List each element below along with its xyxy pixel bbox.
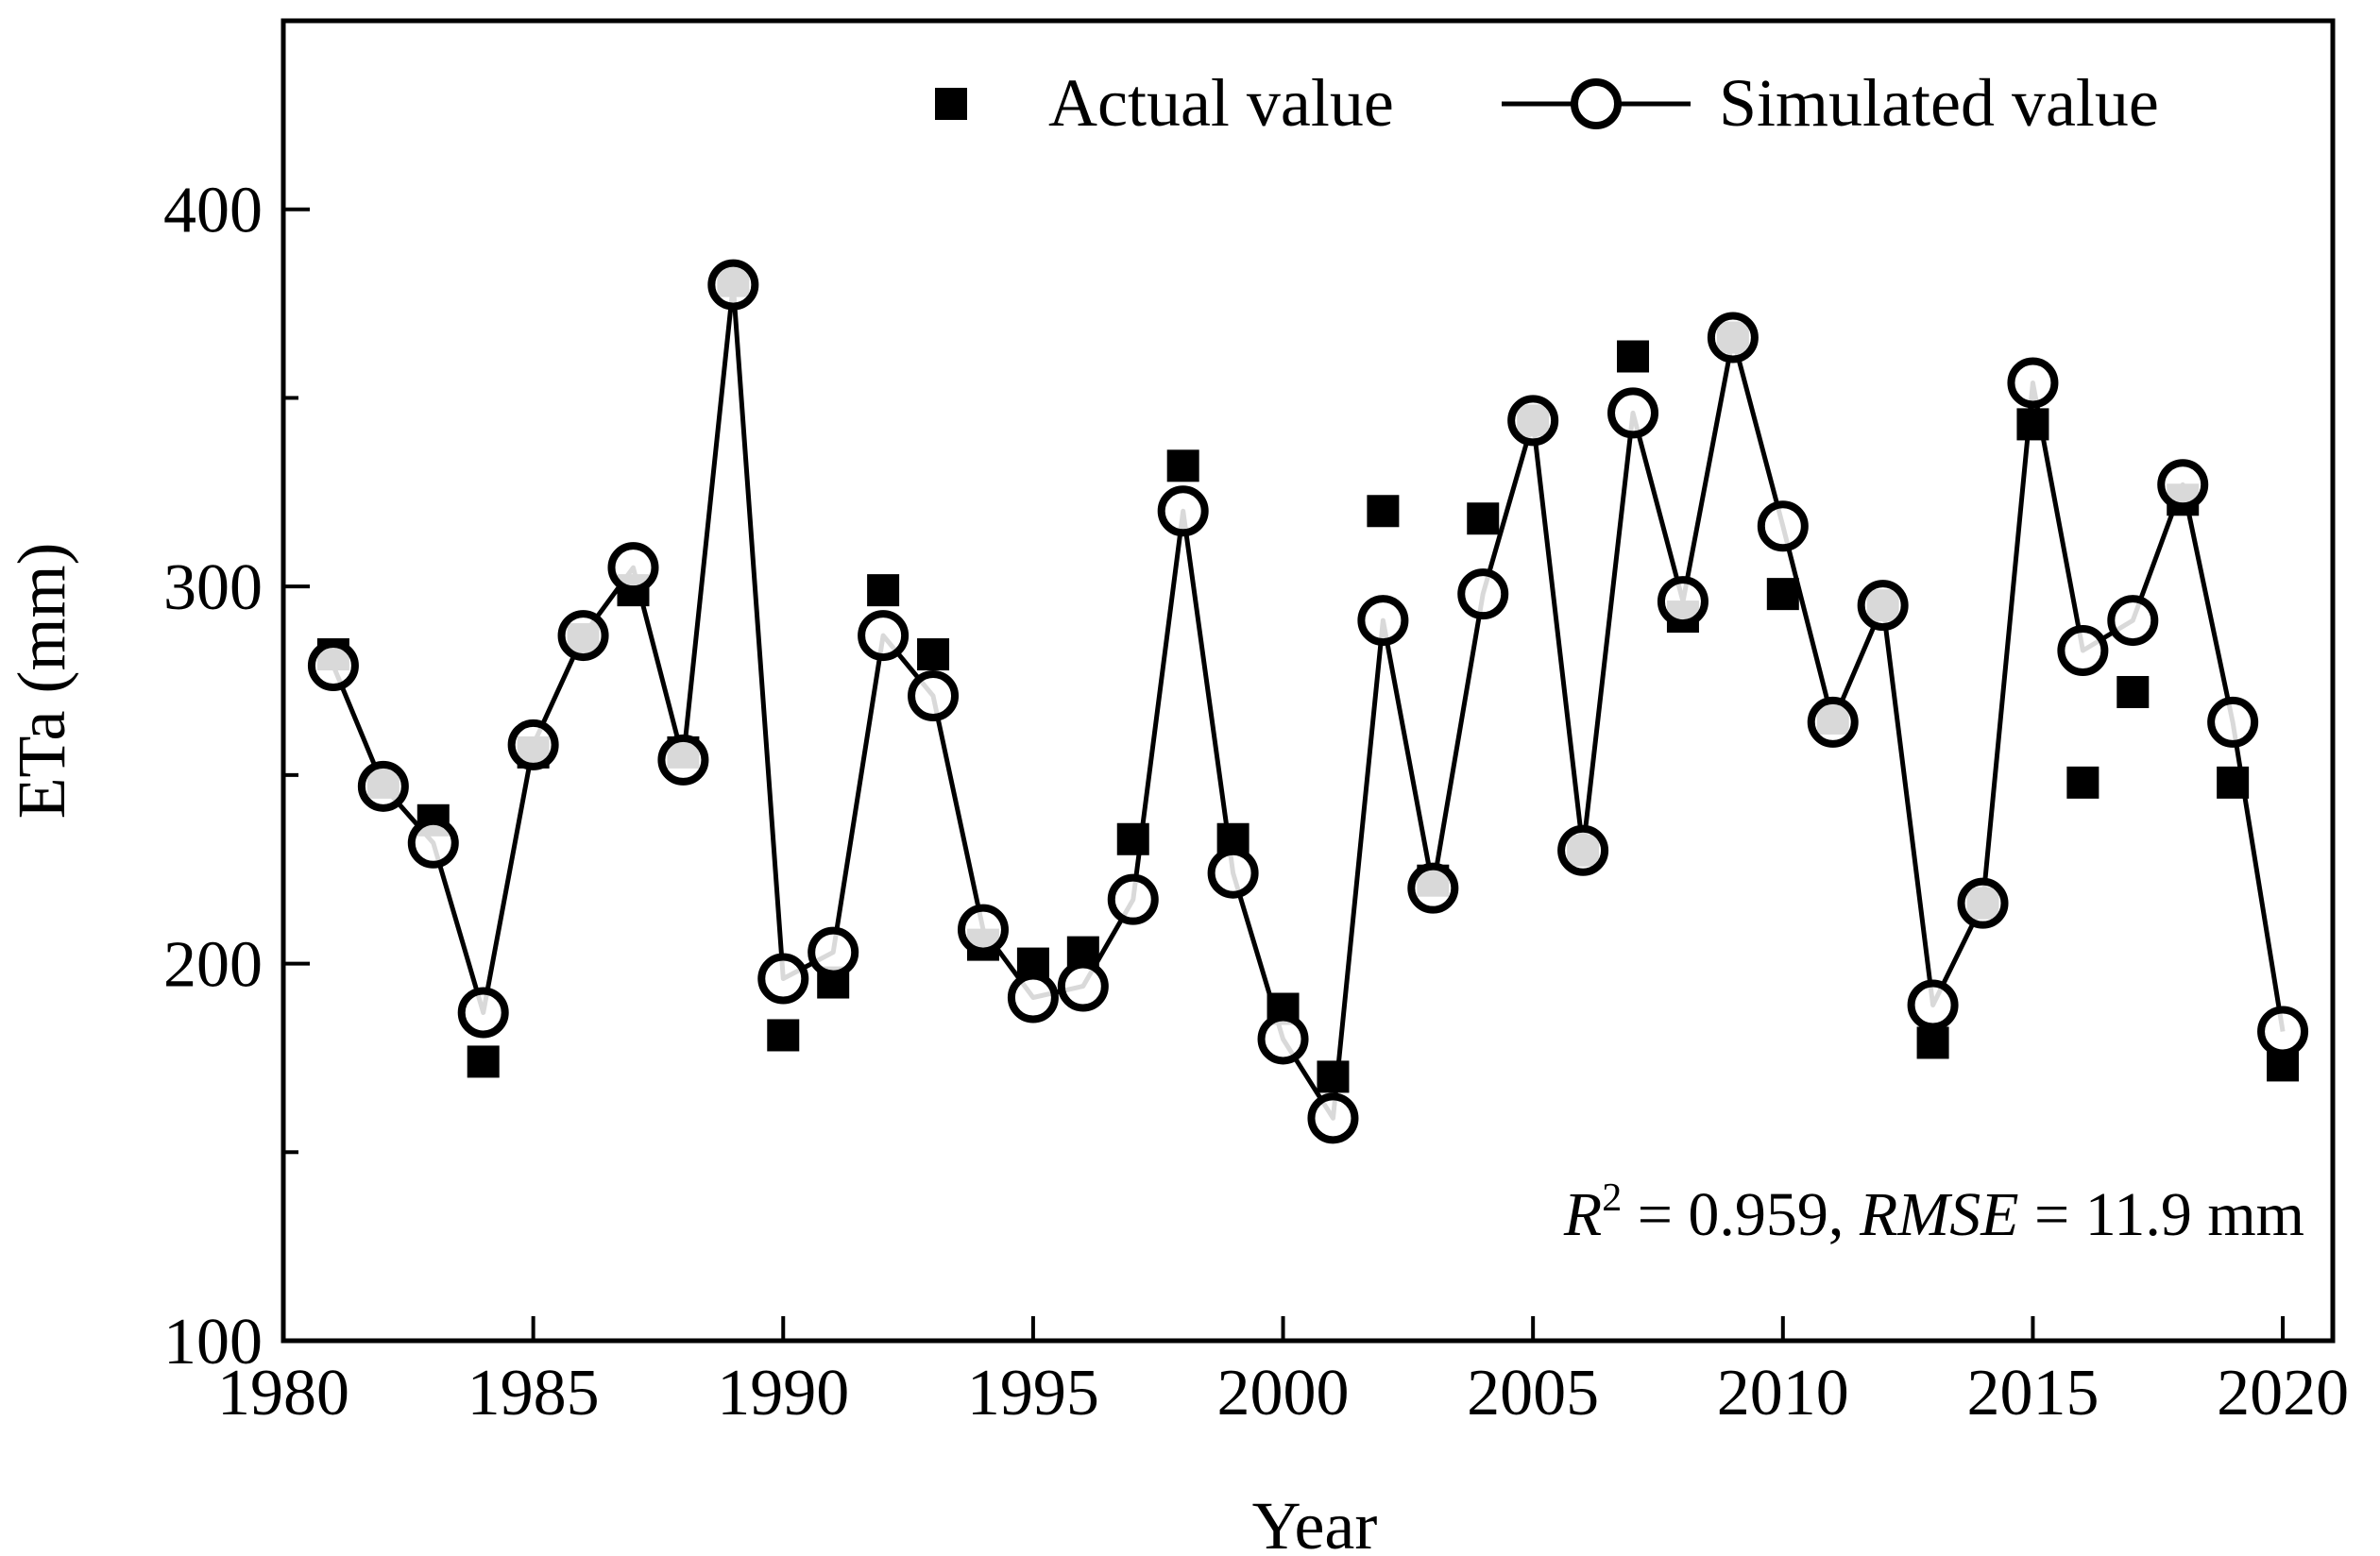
x-tick-label: 1985 [468,1357,600,1429]
simulated-point [1757,500,1809,552]
y-tick-label: 400 [163,175,263,247]
simulated-point [908,669,960,721]
legend-simulated-marker [1571,78,1622,129]
actual-point [2066,766,2100,799]
x-tick-label: 1980 [217,1357,349,1429]
simulated-point [1307,1092,1359,1144]
actual-point [1617,340,1650,373]
actual-point [2217,766,2250,799]
simulated-point [457,987,509,1039]
simulated-point [1657,576,1708,628]
simulated-point [757,953,809,1005]
y-axis: 100 200 300 400 [163,175,310,1378]
actual-point [1916,1026,1949,1059]
simulated-point [1707,312,1759,364]
simulated-point [1507,395,1559,447]
simulated-point [1257,1013,1309,1065]
actual-series [316,264,2300,1093]
simulated-point [557,610,609,662]
simulated-point [2007,357,2059,409]
simulated-point [1857,580,1909,632]
simulated-point [2057,625,2109,677]
simulated-point [1557,824,1609,876]
simulated-markers [307,259,2309,1144]
simulated-point [858,610,910,662]
simulated-point [2107,595,2159,647]
y-axis-label: ETa (mm) [4,543,79,820]
x-axis: 1980 1985 1990 1995 2000 2005 2010 2015 2020 [217,1316,2349,1429]
simulated-point [1807,696,1859,748]
actual-point [1467,502,1500,535]
legend-simulated-label: Simulated value [1719,65,2159,141]
simulated-point [1007,972,1059,1023]
stats-annotation: R2 = 0.959, RMSE = 11.9 mm [1563,1176,2304,1249]
simulated-point [1907,979,1959,1031]
simulated-point [1957,877,2009,929]
y-tick-label: 100 [163,1306,263,1378]
x-tick-label: 2010 [1717,1357,1849,1429]
legend-actual-marker [935,88,967,120]
simulated-point [1157,485,1209,537]
simulated-series-line [331,282,2286,1121]
legend-actual-label: Actual value [1048,65,1394,141]
x-tick-label: 2000 [1217,1357,1350,1429]
plot-frame [280,18,2336,1344]
simulated-point [707,259,759,311]
actual-point [1367,495,1400,528]
simulated-series [331,282,2286,1121]
simulated-point [1607,387,1659,439]
simulated-point [2157,459,2209,511]
actual-point [1766,578,1799,611]
x-tick-label: 1995 [967,1357,1099,1429]
y-tick-label: 200 [163,929,263,1002]
x-tick-label: 2020 [2217,1357,2349,1429]
simulated-point [307,640,359,692]
simulated-point [1457,568,1509,620]
simulated-point [357,760,409,812]
x-tick-label: 2005 [1467,1357,1599,1429]
x-tick-label: 1990 [717,1357,849,1429]
simulated-point [1357,595,1409,647]
simulated-point [507,719,559,770]
simulated-point [1057,960,1109,1012]
actual-point [2016,408,2049,441]
simulated-point [657,734,709,786]
actual-point [467,1045,500,1078]
simulated-point [1407,862,1459,914]
simulated-point [957,904,1009,956]
simulated-point [407,817,459,869]
x-tick-label: 2015 [1966,1357,2099,1429]
legend: Actual value Simulated value [935,65,2159,141]
actual-point [917,638,950,671]
actual-point [1166,449,1199,482]
actual-point [1116,822,1149,855]
simulated-point [808,926,859,978]
simulated-point [2207,696,2259,748]
y-tick-label: 300 [163,551,263,624]
simulated-point [1207,847,1259,899]
actual-point [1317,1060,1350,1093]
simulated-point [1107,873,1159,925]
simulated-point [2257,1006,2309,1057]
simulated-point [607,542,659,594]
x-axis-label: Year [1252,1488,1378,1556]
actual-point [767,1019,800,1052]
actual-point [867,574,900,607]
actual-point [2116,675,2150,708]
